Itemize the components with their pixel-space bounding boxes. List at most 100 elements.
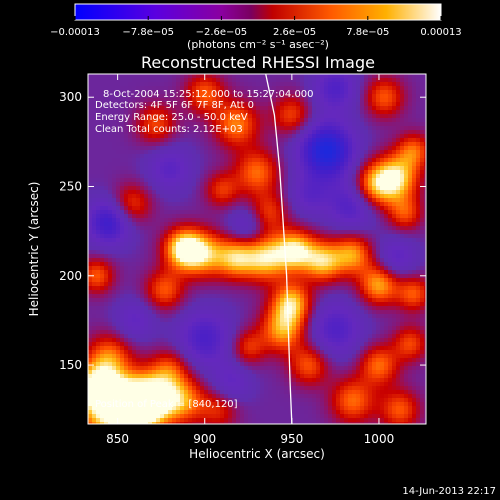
heatmap-cell <box>204 150 209 155</box>
heatmap-cell <box>288 90 293 95</box>
heatmap-cell <box>392 150 397 155</box>
heatmap-cell <box>252 110 257 115</box>
heatmap-cell <box>360 158 365 163</box>
heatmap-cell <box>180 230 185 235</box>
heatmap-cell <box>380 278 385 283</box>
heatmap-cell <box>276 118 281 123</box>
heatmap-cell <box>176 218 181 223</box>
heatmap-cell <box>260 110 265 115</box>
heatmap-cell <box>224 98 229 103</box>
heatmap-cell <box>228 286 233 291</box>
heatmap-cell <box>144 134 149 139</box>
heatmap-cell <box>392 82 397 87</box>
heatmap-cell <box>188 230 193 235</box>
heatmap-cell <box>292 78 297 83</box>
heatmap-cell <box>296 234 301 239</box>
heatmap-cell <box>380 194 385 199</box>
heatmap-cell <box>392 218 397 223</box>
heatmap-cell <box>136 254 141 259</box>
heatmap-cell <box>392 234 397 239</box>
heatmap-cell <box>324 266 329 271</box>
heatmap-cell <box>256 202 261 207</box>
heatmap-cell <box>236 182 241 187</box>
heatmap-cell <box>164 162 169 167</box>
heatmap-cell <box>228 258 233 263</box>
heatmap-cell <box>392 78 397 83</box>
heatmap-cell <box>284 202 289 207</box>
heatmap-cell <box>348 186 353 191</box>
heatmap-cell <box>324 162 329 167</box>
heatmap-cell <box>180 282 185 287</box>
heatmap-cell <box>220 174 225 179</box>
heatmap-cell <box>280 170 285 175</box>
heatmap-cell <box>420 150 425 155</box>
heatmap-cell <box>336 234 341 239</box>
heatmap-cell <box>112 118 117 123</box>
heatmap-cell <box>92 166 97 171</box>
heatmap-cell <box>340 130 345 135</box>
heatmap-cell <box>340 234 345 239</box>
heatmap-cell <box>388 242 393 247</box>
heatmap-cell <box>388 150 393 155</box>
heatmap-cell <box>236 262 241 267</box>
heatmap-cell <box>304 282 309 287</box>
heatmap-cell <box>392 230 397 235</box>
heatmap-cell <box>368 302 373 307</box>
heatmap-cell <box>416 270 421 275</box>
heatmap-cell <box>244 174 249 179</box>
heatmap-cell <box>384 202 389 207</box>
heatmap-cell <box>108 138 113 143</box>
heatmap-cell <box>232 302 237 307</box>
heatmap-cell <box>396 226 401 231</box>
heatmap-cell <box>204 142 209 147</box>
heatmap-cell <box>388 230 393 235</box>
heatmap-cell <box>264 246 269 251</box>
heatmap-cell <box>100 242 105 247</box>
heatmap-cell <box>412 190 417 195</box>
heatmap-cell <box>196 78 201 83</box>
heatmap-cell <box>336 142 341 147</box>
heatmap-cell <box>336 178 341 183</box>
heatmap-cell <box>144 158 149 163</box>
heatmap-cell <box>352 122 357 127</box>
heatmap-cell <box>192 238 197 243</box>
heatmap-cell <box>296 86 301 91</box>
heatmap-cell <box>112 294 117 299</box>
heatmap-cell <box>240 186 245 191</box>
heatmap-cell <box>156 246 161 251</box>
heatmap-cell <box>424 194 426 199</box>
heatmap-cell <box>96 102 101 107</box>
heatmap-cell <box>104 74 109 79</box>
heatmap-cell <box>300 246 305 251</box>
heatmap-cell <box>336 194 341 199</box>
heatmap-cell <box>344 154 349 159</box>
heatmap-cell <box>340 246 345 251</box>
heatmap-cell <box>196 278 201 283</box>
heatmap-cell <box>228 202 233 207</box>
heatmap-cell <box>232 110 237 115</box>
heatmap-cell <box>252 234 257 239</box>
heatmap-cell <box>332 226 337 231</box>
heatmap-cell <box>132 186 137 191</box>
heatmap-cell <box>172 126 177 131</box>
heatmap-cell <box>380 142 385 147</box>
heatmap-cell <box>280 106 285 111</box>
heatmap-cell <box>272 202 277 207</box>
heatmap-cell <box>92 270 97 275</box>
heatmap-cell <box>140 270 145 275</box>
heatmap-cell <box>420 102 425 107</box>
heatmap-cell <box>136 122 141 127</box>
heatmap-cell <box>224 146 229 151</box>
heatmap-cell <box>256 118 261 123</box>
heatmap-cell <box>176 142 181 147</box>
heatmap-cell <box>288 218 293 223</box>
heatmap-cell <box>420 266 425 271</box>
heatmap-cell <box>232 106 237 111</box>
heatmap-cell <box>184 174 189 179</box>
heatmap-cell <box>148 214 153 219</box>
heatmap-cell <box>256 230 261 235</box>
heatmap-cell <box>112 150 117 155</box>
heatmap-cell <box>188 134 193 139</box>
heatmap-cell <box>364 226 369 231</box>
heatmap-cell <box>188 270 193 275</box>
